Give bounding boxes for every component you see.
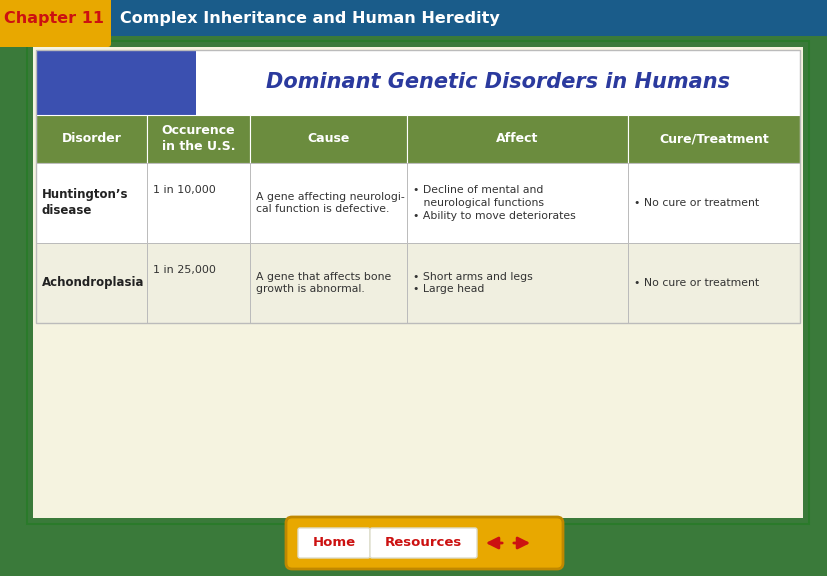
Text: Disorder: Disorder [61, 132, 122, 146]
Text: Chapter 11: Chapter 11 [4, 10, 104, 25]
Bar [406, 163, 628, 243]
Bar [33, 47, 802, 518]
FancyBboxPatch shape [370, 528, 476, 558]
Bar [628, 115, 799, 163]
Bar [250, 243, 406, 323]
Bar [36, 243, 146, 323]
Text: Huntington’s
disease: Huntington’s disease [42, 188, 128, 218]
Text: • Short arms and legs
• Large head: • Short arms and legs • Large head [412, 272, 532, 294]
Text: 1 in 25,000: 1 in 25,000 [153, 266, 215, 275]
Text: Home: Home [312, 536, 355, 550]
Text: A gene affecting neurologi-
cal function is defective.: A gene affecting neurologi- cal function… [256, 192, 404, 214]
Bar [196, 50, 799, 115]
Text: • No cure or treatment: • No cure or treatment [633, 278, 758, 288]
Text: Achondroplasia: Achondroplasia [42, 276, 145, 290]
Bar [30, 44, 805, 521]
Bar [36, 50, 799, 323]
Bar [406, 115, 628, 163]
Bar [36, 163, 146, 243]
FancyBboxPatch shape [285, 517, 562, 569]
Text: A gene that affects bone
growth is abnormal.: A gene that affects bone growth is abnor… [256, 272, 390, 294]
Bar [146, 163, 250, 243]
Text: Cause: Cause [307, 132, 349, 146]
Text: Complex Inheritance and Human Heredity: Complex Inheritance and Human Heredity [120, 10, 500, 25]
Bar [0, 0, 827, 36]
FancyBboxPatch shape [298, 528, 370, 558]
Bar [36, 50, 196, 115]
Text: • Decline of mental and
   neurological functions
• Ability to move deteriorates: • Decline of mental and neurological fun… [412, 185, 575, 221]
Bar [628, 243, 799, 323]
Bar [406, 243, 628, 323]
FancyBboxPatch shape [0, 0, 111, 47]
Text: Dominant Genetic Disorders in Humans: Dominant Genetic Disorders in Humans [265, 73, 729, 93]
Text: Occurence
in the U.S.: Occurence in the U.S. [161, 124, 235, 153]
Bar [36, 115, 146, 163]
Text: Affect: Affect [495, 132, 538, 146]
Bar [146, 243, 250, 323]
Bar [628, 163, 799, 243]
Text: • No cure or treatment: • No cure or treatment [633, 198, 758, 208]
Text: Resources: Resources [385, 536, 461, 550]
Text: Cure/Treatment: Cure/Treatment [658, 132, 768, 146]
Text: 1 in 10,000: 1 in 10,000 [153, 185, 215, 195]
Bar [146, 115, 250, 163]
Bar [27, 41, 808, 524]
Bar [250, 163, 406, 243]
Bar [250, 115, 406, 163]
